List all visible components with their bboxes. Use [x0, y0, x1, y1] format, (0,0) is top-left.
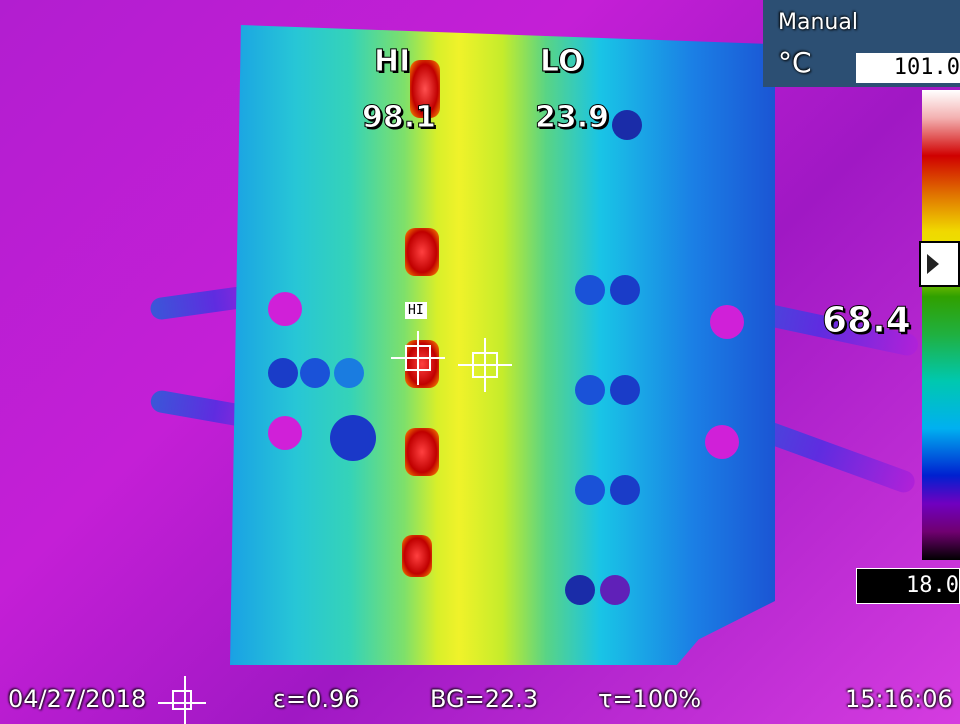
terminal-left-2	[268, 416, 302, 450]
hot-component-1	[410, 60, 440, 118]
scale-min-value: 18.0	[856, 568, 960, 604]
color-palette-scale	[922, 90, 960, 560]
capacitor-10	[610, 475, 640, 505]
capacitor-6	[610, 275, 640, 305]
hot-component-5	[402, 535, 432, 577]
capacitor-11	[565, 575, 595, 605]
capacitor-13	[612, 110, 642, 140]
terminal-right-2	[705, 425, 739, 459]
scale-level-marker[interactable]	[919, 240, 960, 287]
hi-value: 98.1	[361, 100, 437, 136]
terminal-left-1	[268, 292, 302, 326]
hot-component-2	[405, 228, 439, 276]
hi-title: HI	[373, 44, 411, 80]
capacitor-12	[600, 575, 630, 605]
capacitor-9	[575, 475, 605, 505]
transmission-readout: τ=100%	[598, 685, 702, 713]
range-mode-label[interactable]: Manual	[778, 10, 858, 35]
lo-title: LO	[540, 44, 585, 80]
temperature-unit-label: °C	[778, 46, 812, 79]
capacitor-7	[575, 375, 605, 405]
time-readout: 15:16:06	[845, 685, 953, 713]
capacitor-2	[268, 358, 298, 388]
emissivity-readout: ε=0.96	[273, 685, 360, 713]
hot-spot-tag: HI	[405, 302, 427, 319]
hot-component-4	[405, 428, 439, 476]
terminal-right-1	[710, 305, 744, 339]
scale-max-value: 101.0	[856, 53, 960, 83]
capacitor-4	[334, 358, 364, 388]
capacitor-8	[610, 375, 640, 405]
capacitor-1	[330, 415, 376, 461]
capacitor-3	[300, 358, 330, 388]
circuit-board	[230, 25, 775, 665]
lo-value: 23.9	[534, 100, 610, 136]
hot-spot-crosshair	[391, 331, 445, 385]
capacitor-5	[575, 275, 605, 305]
date-readout: 04/27/2018	[8, 685, 147, 713]
spot-mode-icon	[158, 676, 206, 724]
cursor-temperature: 68.4	[822, 300, 912, 342]
center-crosshair[interactable]	[458, 338, 512, 392]
hot-component-3	[405, 340, 439, 388]
background-temp-readout: BG=22.3	[430, 685, 539, 713]
